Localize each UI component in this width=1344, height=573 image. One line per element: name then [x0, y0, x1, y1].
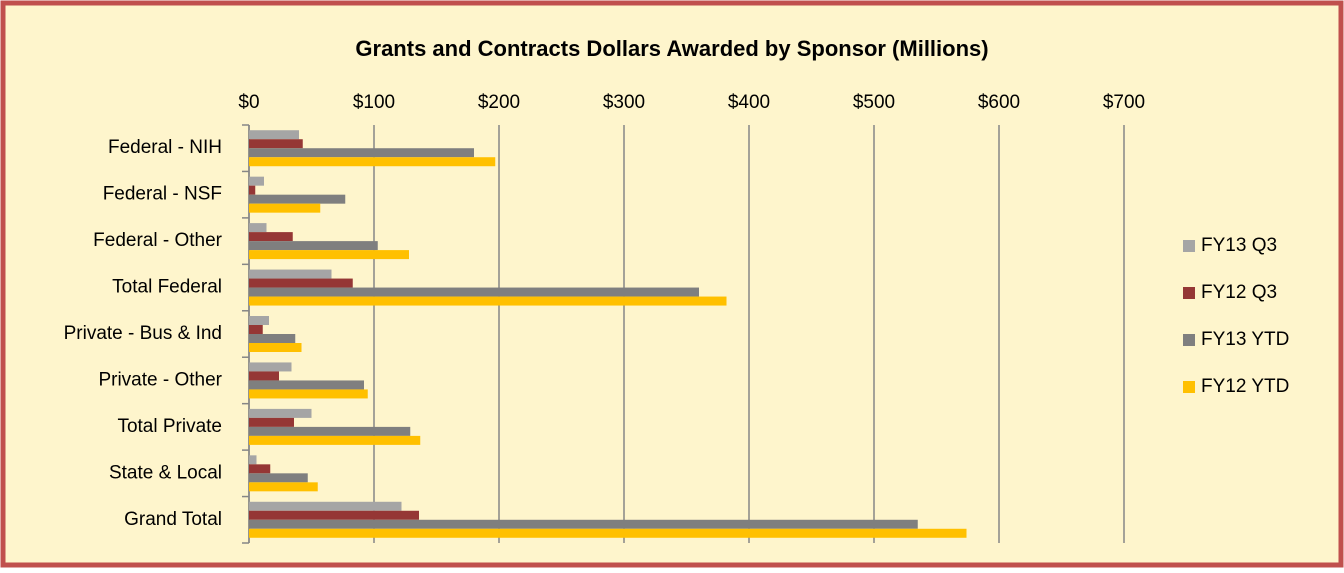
x-tick-label: $200 [478, 92, 520, 113]
bar [249, 519, 918, 529]
bar [249, 334, 296, 343]
bar [249, 435, 421, 445]
y-tick-label: Private - Bus & Ind [64, 323, 222, 344]
y-tick-label: Federal - Other [93, 230, 222, 251]
bar [249, 139, 303, 149]
bar [249, 408, 312, 418]
x-tick-label: $400 [728, 92, 770, 113]
legend-label: FY13 YTD [1201, 329, 1289, 350]
y-tick-label: Total Private [117, 416, 222, 437]
y-tick-label: Grand Total [124, 509, 222, 530]
bar [249, 528, 967, 538]
y-tick-label: Federal - NIH [108, 137, 222, 158]
legend-label: FY12 Q3 [1201, 282, 1277, 303]
bar [249, 194, 346, 204]
legend-swatch [1183, 334, 1195, 346]
bar [249, 362, 292, 372]
bar [249, 371, 279, 381]
legend-swatch [1183, 381, 1195, 393]
bar [249, 316, 269, 325]
bar [249, 417, 294, 427]
bar [249, 203, 321, 213]
bar [249, 278, 353, 288]
bar [249, 157, 496, 167]
bar [249, 176, 264, 186]
bar [249, 380, 364, 390]
bar [249, 389, 368, 399]
y-tick-label: Total Federal [112, 277, 222, 298]
x-tick-label: $100 [353, 92, 395, 113]
bar [249, 482, 318, 492]
bar [249, 232, 293, 242]
x-tick-label: $0 [238, 92, 259, 113]
legend-swatch [1183, 287, 1195, 299]
x-tick-label: $700 [1103, 92, 1145, 113]
y-tick-label: State & Local [109, 462, 222, 483]
bar [249, 426, 411, 436]
bar [249, 473, 308, 483]
bar [249, 223, 267, 233]
bar [249, 148, 474, 158]
x-tick-label: $500 [853, 92, 895, 113]
bar [249, 501, 402, 511]
bar [249, 130, 299, 140]
y-tick-label: Private - Other [98, 369, 222, 390]
bar [249, 455, 257, 465]
bar [249, 464, 271, 474]
y-tick-label: Federal - NSF [103, 184, 222, 205]
bar [249, 241, 378, 251]
bar [249, 510, 419, 520]
legend-label: FY12 YTD [1201, 376, 1289, 397]
bar [249, 269, 332, 279]
bar [249, 296, 727, 306]
bar [249, 185, 256, 195]
x-tick-label: $600 [978, 92, 1020, 113]
bar [249, 325, 263, 334]
chart-title: Grants and Contracts Dollars Awarded by … [355, 36, 988, 61]
bar [249, 287, 699, 297]
legend-label: FY13 Q3 [1201, 235, 1277, 256]
bar [249, 343, 302, 352]
bar [249, 250, 409, 260]
x-tick-label: $300 [603, 92, 645, 113]
legend-swatch [1183, 240, 1195, 252]
